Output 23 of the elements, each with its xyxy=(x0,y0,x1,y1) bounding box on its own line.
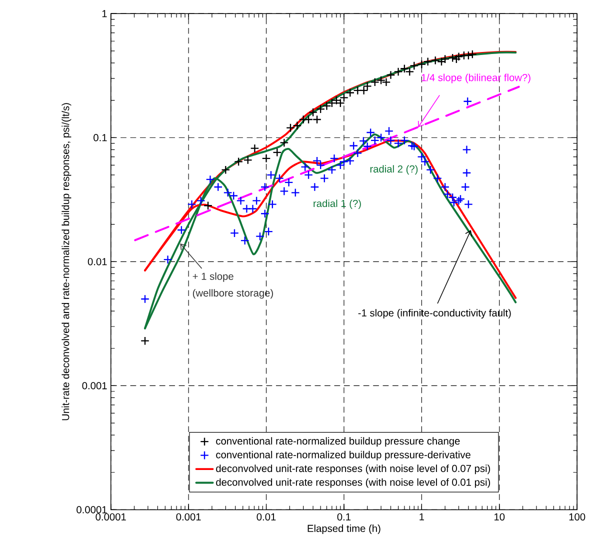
y-tick-label: 0.001 xyxy=(82,382,107,390)
x-tick-label: 100 xyxy=(569,513,586,521)
legend-label: deconvolved unit-rate responses (with noise level of 0.01 psi) xyxy=(216,478,490,488)
x-axis-title: Elapsed time (h) xyxy=(308,524,380,534)
x-tick-label: 0.0001 xyxy=(96,513,126,521)
legend-label: deconvolved unit-rate responses (with noise level of 0.07 psi) xyxy=(216,464,490,474)
x-tick-label: 1 xyxy=(420,513,424,520)
y-tick-label: 1 xyxy=(102,10,107,18)
y-tick-label: 0.01 xyxy=(88,258,107,266)
x-tick-label: 10 xyxy=(494,513,505,521)
y-tick-label: 0.1 xyxy=(94,134,107,142)
annotation: radial 1 (?) xyxy=(314,200,361,210)
x-tick-label: 0.001 xyxy=(176,513,201,521)
annotation: (wellbore storage) xyxy=(192,289,273,299)
annotation: -1 slope (infinite-conductivity fault) xyxy=(358,309,511,319)
legend-label: conventional rate-normalized buildup pressure change xyxy=(216,437,460,447)
x-tick-label: 0.1 xyxy=(337,513,351,521)
y-axis-title: Unit-rate deconvolved and rate-normalized buildup responses, psi/(lt/s) xyxy=(62,103,72,420)
legend-label: conventional rate-normalized buildup pressure-derivative xyxy=(216,450,470,460)
y-tick-label: 0.0001 xyxy=(76,506,107,514)
annotation: radial 2 (?) xyxy=(370,165,418,175)
x-tick-label: 0.01 xyxy=(256,513,276,521)
annotation: + 1 slope xyxy=(192,272,234,282)
